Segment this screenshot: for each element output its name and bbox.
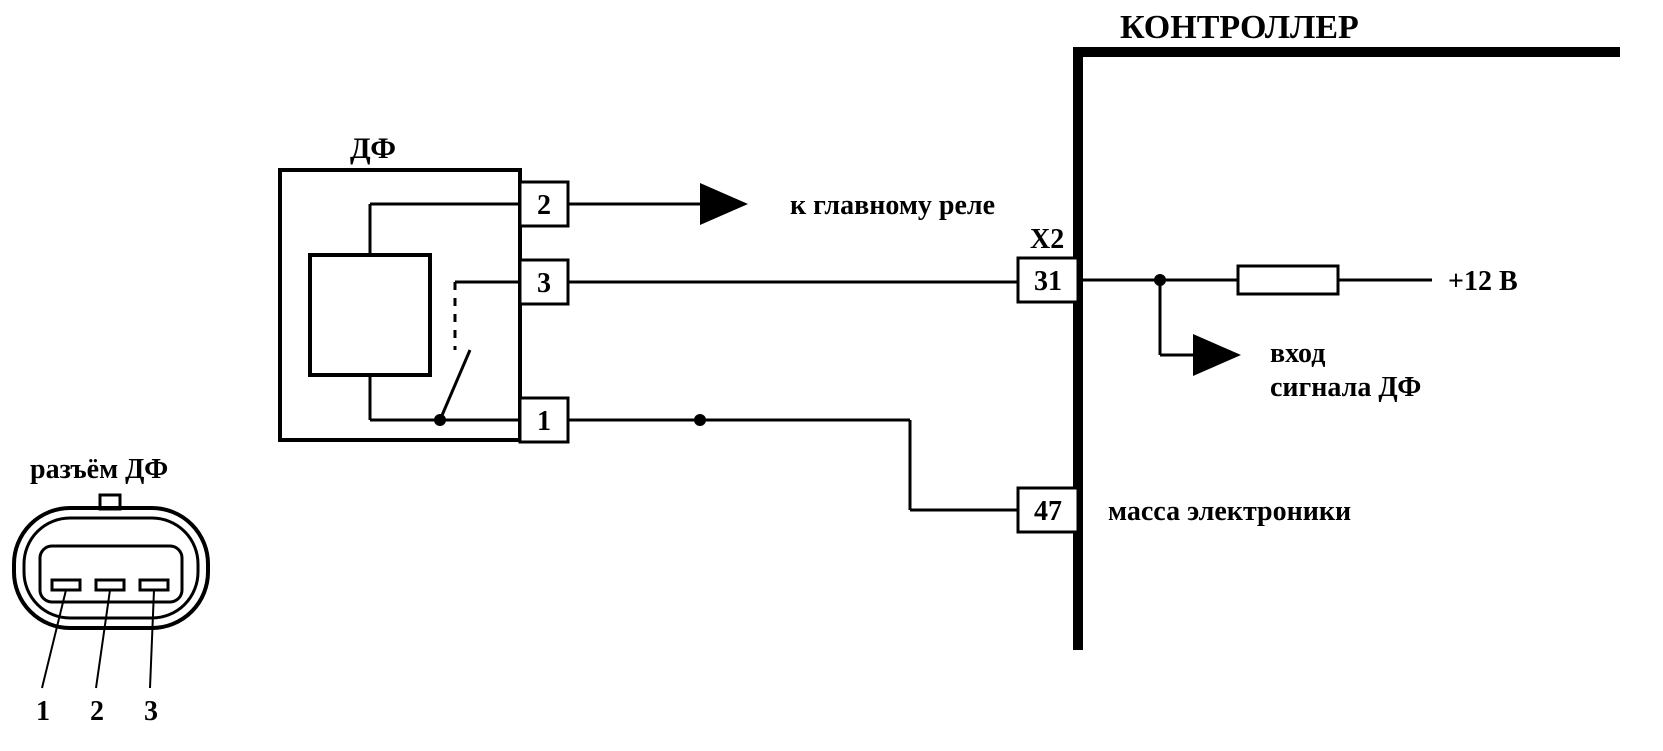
terminal-31-label: 31 bbox=[1034, 266, 1062, 297]
wiring-diagram: КОНТРОЛЛЕР ДФ 2 3 1 к главному реле X2 3… bbox=[0, 0, 1663, 751]
terminal-47-label: 47 bbox=[1034, 496, 1062, 527]
controller-title: КОНТРОЛЛЕР bbox=[1120, 9, 1359, 46]
df-box bbox=[280, 170, 520, 440]
connector-diagram bbox=[14, 495, 208, 688]
connector-pin-1: 1 bbox=[36, 696, 50, 727]
signal-input-line1: вход bbox=[1270, 338, 1325, 369]
df-switch-arm bbox=[440, 350, 470, 420]
ground-label: масса электроники bbox=[1108, 496, 1351, 527]
voltage-label: +12 В bbox=[1448, 266, 1518, 297]
connector-pin-2: 2 bbox=[90, 696, 104, 727]
pin-label-2: 2 bbox=[537, 190, 551, 221]
df-inner-box bbox=[310, 255, 430, 375]
pin-label-3: 3 bbox=[537, 268, 551, 299]
x2-label: X2 bbox=[1030, 224, 1064, 255]
pin-label-1: 1 bbox=[537, 406, 551, 437]
resistor-symbol bbox=[1238, 266, 1338, 294]
df-title: ДФ bbox=[350, 132, 396, 165]
relay-text: к главному реле bbox=[790, 190, 995, 221]
pin1-junction bbox=[694, 414, 706, 426]
connector-title: разъём ДФ bbox=[30, 454, 168, 485]
connector-pin-3: 3 bbox=[144, 696, 158, 727]
df-switch-junction bbox=[434, 414, 446, 426]
signal-input-line2: сигнала ДФ bbox=[1270, 372, 1421, 403]
